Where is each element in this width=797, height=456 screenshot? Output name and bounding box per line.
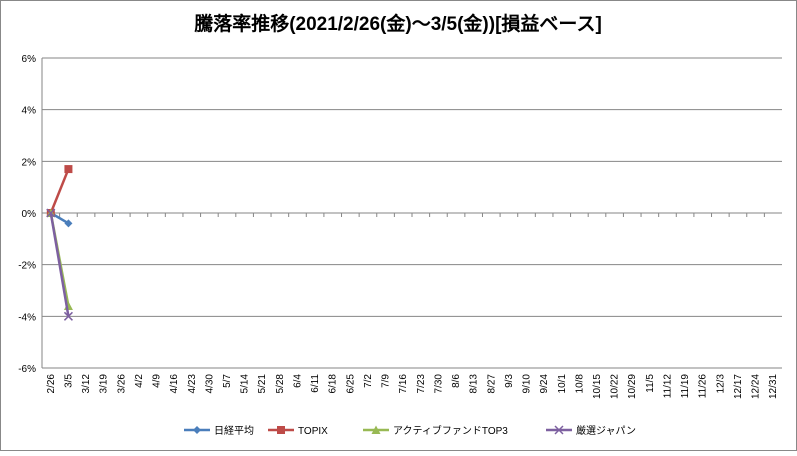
x-tick-label: 5/7 xyxy=(222,374,233,388)
marker xyxy=(277,426,285,434)
x-tick-label: 6/18 xyxy=(328,374,339,394)
x-tick-label: 10/8 xyxy=(574,374,585,394)
chart-title: 騰落率推移(2021/2/26(金)～3/5(金))[損益ベース] xyxy=(193,12,602,35)
legend-label: アクティブファンドTOP3 xyxy=(393,424,508,437)
x-tick-label: 6/4 xyxy=(292,374,303,388)
x-tick-label: 7/23 xyxy=(416,374,427,394)
x-tick-label: 4/30 xyxy=(204,374,215,394)
x-tick-label: 9/24 xyxy=(539,374,550,394)
x-tick-label: 12/3 xyxy=(715,374,726,394)
data-point xyxy=(46,208,56,218)
x-tick-label: 7/9 xyxy=(381,374,392,388)
x-tick-label: 3/5 xyxy=(63,374,74,388)
x-tick-label: 12/24 xyxy=(751,374,762,399)
series-line xyxy=(49,212,70,317)
y-tick-label: -4% xyxy=(18,312,36,323)
x-tick-label: 8/6 xyxy=(451,374,462,388)
x-tick-label: 7/30 xyxy=(433,374,444,394)
x-tick-label: 10/15 xyxy=(592,374,603,399)
x-tick-label: 11/19 xyxy=(680,374,691,399)
x-tick-label: 5/28 xyxy=(275,374,286,394)
x-tick-label: 7/2 xyxy=(363,374,374,388)
x-tick-label: 10/22 xyxy=(610,374,621,399)
x-tick-label: 5/14 xyxy=(240,374,251,394)
y-tick-label: -2% xyxy=(18,261,36,272)
legend-item: 日経平均 xyxy=(184,424,254,437)
marker xyxy=(371,425,381,434)
y-tick-label: 2% xyxy=(22,157,37,168)
x-tick-label: 10/29 xyxy=(627,374,638,399)
data-point xyxy=(64,219,73,228)
x-tick-label: 6/11 xyxy=(310,374,321,393)
x-tick-label: 11/26 xyxy=(698,374,709,399)
x-tick-label: 6/25 xyxy=(345,374,356,394)
x-tick-label: 4/23 xyxy=(187,374,198,394)
data-point xyxy=(63,311,73,321)
x-tick-label: 7/16 xyxy=(398,374,409,394)
legend-label: 日経平均 xyxy=(214,424,254,437)
x-tick-label: 11/5 xyxy=(645,374,656,393)
legend-item: アクティブファンドTOP3 xyxy=(363,424,508,437)
x-tick-label: 12/31 xyxy=(768,374,779,399)
x-tick-label: 10/1 xyxy=(557,374,568,394)
x-tick-label: 2/26 xyxy=(46,374,57,394)
x-tick-label: 3/19 xyxy=(99,374,110,394)
x-tick-label: 3/12 xyxy=(81,374,92,394)
marker xyxy=(193,426,201,434)
x-tick-label: 5/21 xyxy=(257,374,268,394)
x-tick-label: 9/3 xyxy=(504,374,515,388)
x-tick-label: 12/17 xyxy=(733,374,744,399)
y-tick-label: 6% xyxy=(22,54,37,65)
x-tick-label: 4/2 xyxy=(134,374,145,388)
y-tick-label: 0% xyxy=(22,209,37,220)
x-tick-label: 11/12 xyxy=(662,374,673,399)
x-tick-label: 4/16 xyxy=(169,374,180,394)
marker xyxy=(554,425,564,435)
data-point xyxy=(64,165,73,174)
x-tick-label: 8/13 xyxy=(469,374,480,394)
legend-label: 厳選ジャパン xyxy=(576,424,636,437)
legend-item: TOPIX xyxy=(268,426,328,437)
x-tick-label: 4/9 xyxy=(152,374,163,388)
y-tick-label: -6% xyxy=(18,364,36,375)
legend-label: TOPIX xyxy=(298,426,328,437)
series-line xyxy=(49,168,70,214)
x-tick-label: 8/27 xyxy=(486,374,497,394)
x-tick-label: 9/10 xyxy=(522,374,533,394)
y-tick-label: 4% xyxy=(22,106,37,117)
x-tick-label: 3/26 xyxy=(116,374,127,394)
legend-item: 厳選ジャパン xyxy=(546,424,636,437)
